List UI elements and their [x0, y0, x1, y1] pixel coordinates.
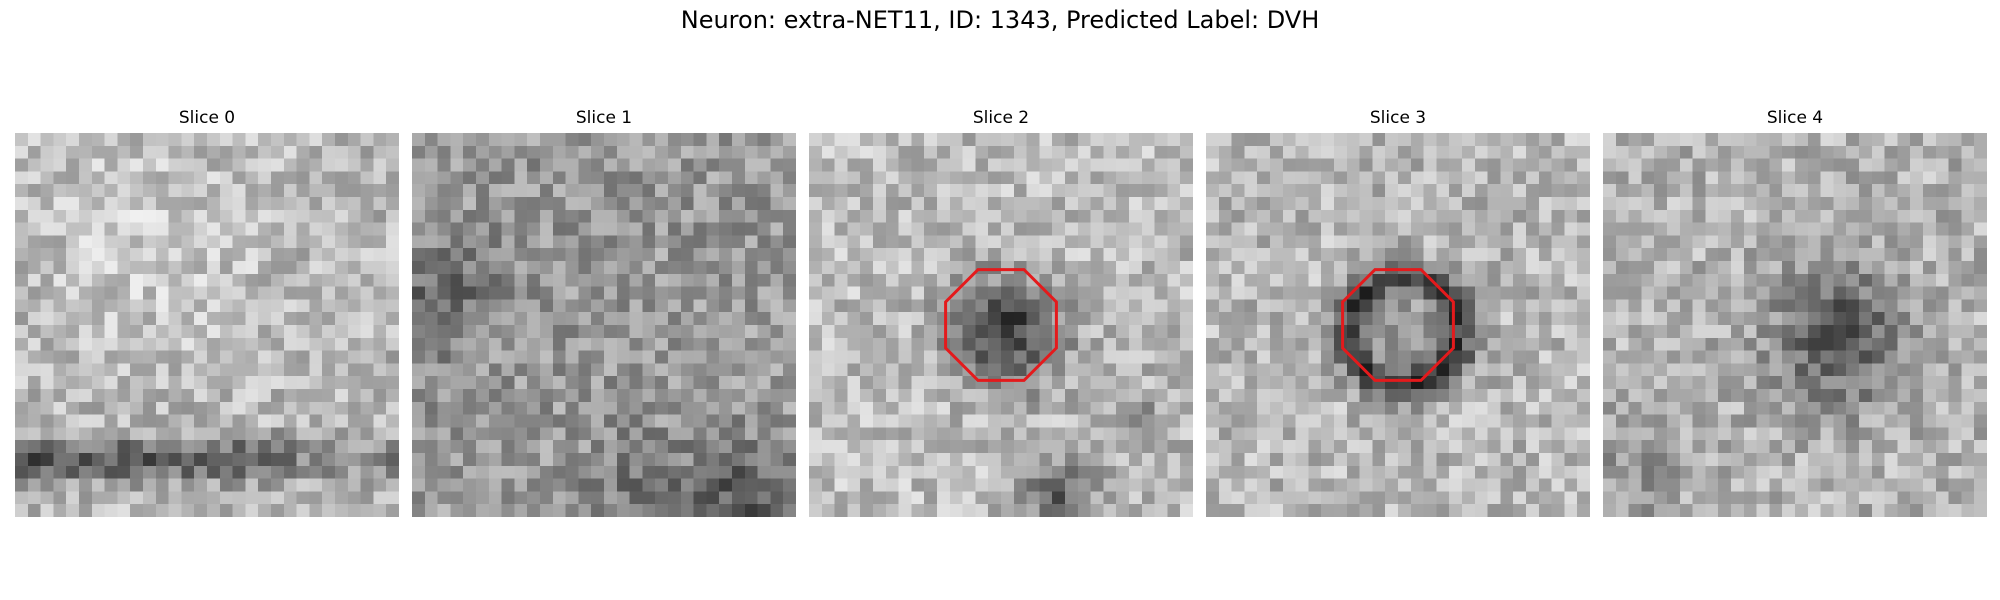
slice-title-4: Slice 4 — [1766, 108, 1824, 128]
pixel-grid — [15, 133, 399, 517]
slice-image-0 — [15, 133, 399, 517]
pixel-grid — [809, 133, 1193, 517]
figure-title: Neuron: extra-NET11, ID: 1343, Predicted… — [680, 6, 1320, 34]
roi-outline-3 — [1341, 268, 1455, 382]
slice-title-3: Slice 3 — [1369, 108, 1427, 128]
pixel-grid — [1603, 133, 1987, 517]
pixel-grid — [412, 133, 796, 517]
slice-image-2 — [809, 133, 1193, 517]
slice-title-0: Slice 0 — [178, 108, 236, 128]
roi-outline-2 — [944, 268, 1058, 382]
slice-title-1: Slice 1 — [575, 108, 633, 128]
pixel-grid — [1206, 133, 1590, 517]
slice-image-4 — [1603, 133, 1987, 517]
slice-image-1 — [412, 133, 796, 517]
slice-image-3 — [1206, 133, 1590, 517]
slice-title-2: Slice 2 — [972, 108, 1030, 128]
